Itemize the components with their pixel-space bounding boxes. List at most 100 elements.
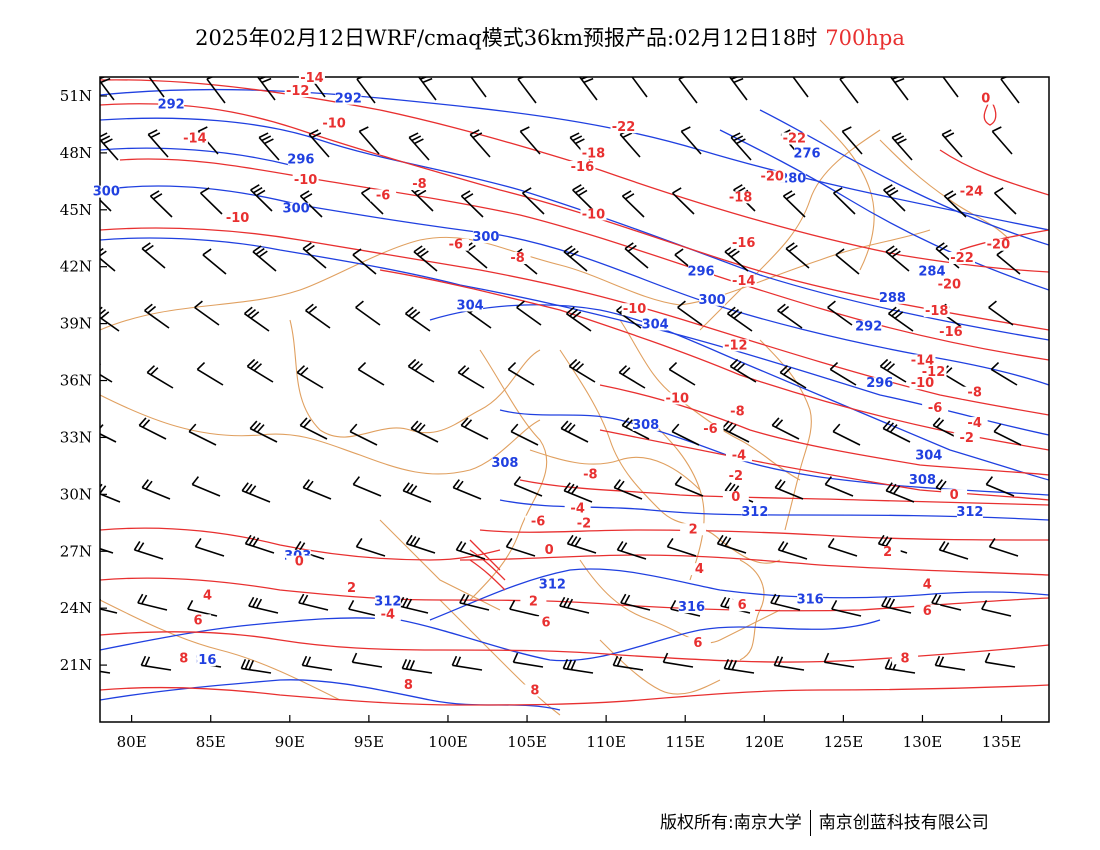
wind-barb-feather bbox=[569, 308, 578, 317]
x-axis: 80E 85E 90E 95E 100E 105E 110E 115E 120E 125E 130E… bbox=[117, 715, 1022, 751]
height-label: 308 bbox=[491, 456, 518, 471]
wind-barb-feather bbox=[581, 77, 590, 80]
wind-barb-feather bbox=[991, 126, 1002, 133]
temperature-label: -6 bbox=[449, 238, 463, 253]
wind-barb-staff bbox=[141, 664, 172, 671]
temperature-label: -18 bbox=[582, 147, 606, 162]
wind-barb-staff bbox=[778, 549, 808, 560]
wind-barb-staff bbox=[195, 546, 225, 557]
height-label: 316 bbox=[678, 600, 705, 615]
wind-barb-staff bbox=[360, 192, 384, 215]
temperature-label: 8 bbox=[404, 678, 413, 693]
wind-barb-feather bbox=[575, 186, 585, 194]
wind-barb-staff bbox=[631, 77, 648, 98]
temperature-label-bg bbox=[621, 303, 648, 316]
wind-barb-feather bbox=[406, 483, 414, 493]
wind-barb-staff bbox=[141, 248, 166, 269]
wind-barb-staff bbox=[724, 667, 755, 674]
wind-barb-feather bbox=[133, 541, 141, 551]
wind-barb-feather bbox=[720, 536, 728, 546]
temperature-label: -12 bbox=[286, 84, 310, 99]
temperature-label-bg bbox=[781, 132, 808, 145]
height-label-bg bbox=[283, 202, 310, 215]
wind-barb-feather bbox=[730, 132, 741, 139]
height-label-bg bbox=[472, 231, 499, 244]
wind-barb-staff bbox=[194, 306, 220, 326]
height-label-bg bbox=[678, 601, 705, 614]
temperature-label: -14 bbox=[732, 274, 756, 289]
wind-barb-feather bbox=[144, 303, 153, 312]
wind-barb-staff bbox=[678, 78, 698, 104]
wind-barb-feather bbox=[248, 536, 256, 546]
wind-barb-feather bbox=[305, 656, 312, 667]
wind-barb-feather bbox=[783, 190, 793, 197]
wind-barb-feather bbox=[245, 483, 253, 493]
temperature-label-bg bbox=[936, 278, 963, 291]
wind-barb-feather bbox=[678, 77, 687, 80]
wind-barb-feather bbox=[463, 193, 474, 200]
wind-barb-feather bbox=[885, 245, 895, 253]
wind-barb-feather bbox=[885, 482, 893, 492]
wind-barb-feather bbox=[100, 250, 107, 257]
wind-barb-feather bbox=[617, 480, 625, 490]
temperature-label: -4 bbox=[732, 448, 746, 463]
wind-barb-feather bbox=[146, 365, 155, 374]
wind-barb-feather bbox=[509, 599, 516, 610]
temperature-label-bg bbox=[923, 305, 950, 318]
wind-barb-feather bbox=[401, 658, 408, 669]
x-tick-label: 135E bbox=[982, 733, 1022, 751]
title-level: 700hpa bbox=[825, 26, 905, 50]
temperature-label: 2 bbox=[347, 581, 356, 596]
temperature-label: -10 bbox=[294, 173, 318, 188]
wind-barb-staff bbox=[829, 368, 857, 386]
temperature-label-bg bbox=[577, 468, 604, 481]
wind-barb-staff bbox=[258, 136, 280, 161]
height-label-bg bbox=[915, 449, 942, 462]
wind-barb-feather bbox=[419, 250, 429, 258]
wind-barb-staff bbox=[839, 78, 859, 104]
wind-barb-feather bbox=[92, 538, 97, 546]
wind-barb-staff bbox=[349, 430, 378, 446]
wind-barb-feather bbox=[733, 360, 742, 370]
wind-barb-feather bbox=[140, 655, 147, 666]
wind-barb-staff bbox=[352, 661, 383, 668]
wind-barb-feather bbox=[200, 187, 210, 194]
wind-barb-staff bbox=[879, 365, 907, 383]
x-tick-label: 105E bbox=[507, 733, 547, 751]
wind-barb-staff bbox=[981, 608, 1012, 617]
wind-barb-feather bbox=[349, 423, 358, 433]
wind-barb-staff bbox=[674, 483, 704, 497]
wind-barb-staff bbox=[832, 192, 856, 215]
wind-barb-feather bbox=[567, 483, 575, 493]
wind-barb-staff bbox=[831, 608, 862, 617]
y-tick-label: 27N bbox=[60, 542, 92, 560]
wind-barb-feather bbox=[841, 126, 852, 133]
wind-barb-feather bbox=[780, 305, 790, 314]
temperature-label: -2 bbox=[960, 431, 974, 446]
wind-barb-feather bbox=[790, 69, 799, 73]
wind-barb-feather bbox=[92, 598, 97, 607]
wind-barb-feather bbox=[252, 537, 260, 547]
temperature-label: -6 bbox=[376, 188, 390, 203]
wind-barb-feather bbox=[409, 660, 416, 670]
temperature-label-bg bbox=[442, 238, 469, 251]
height-label: 288 bbox=[879, 291, 906, 306]
wind-barb-staff bbox=[146, 371, 174, 389]
wind-barb-feather bbox=[250, 360, 259, 370]
wind-barb-feather bbox=[879, 358, 889, 367]
wind-barb-staff bbox=[832, 430, 861, 446]
wind-barb-staff bbox=[1000, 78, 1020, 104]
wind-barb-feather bbox=[418, 72, 427, 76]
height-label: 292 bbox=[158, 97, 185, 112]
height-label-bg bbox=[457, 299, 484, 312]
temperature-label: -2 bbox=[577, 517, 591, 532]
temperature-label: -22 bbox=[783, 132, 807, 147]
height-label: 312 bbox=[374, 594, 401, 609]
wind-barb-feather bbox=[940, 69, 949, 73]
wind-barb-feather bbox=[886, 186, 896, 194]
wind-barb-staff bbox=[302, 664, 333, 671]
temperature-label: -10 bbox=[623, 302, 647, 317]
height-label-bg bbox=[93, 185, 120, 198]
wind-barb-staff bbox=[256, 77, 276, 101]
wind-barb-feather bbox=[299, 417, 308, 426]
